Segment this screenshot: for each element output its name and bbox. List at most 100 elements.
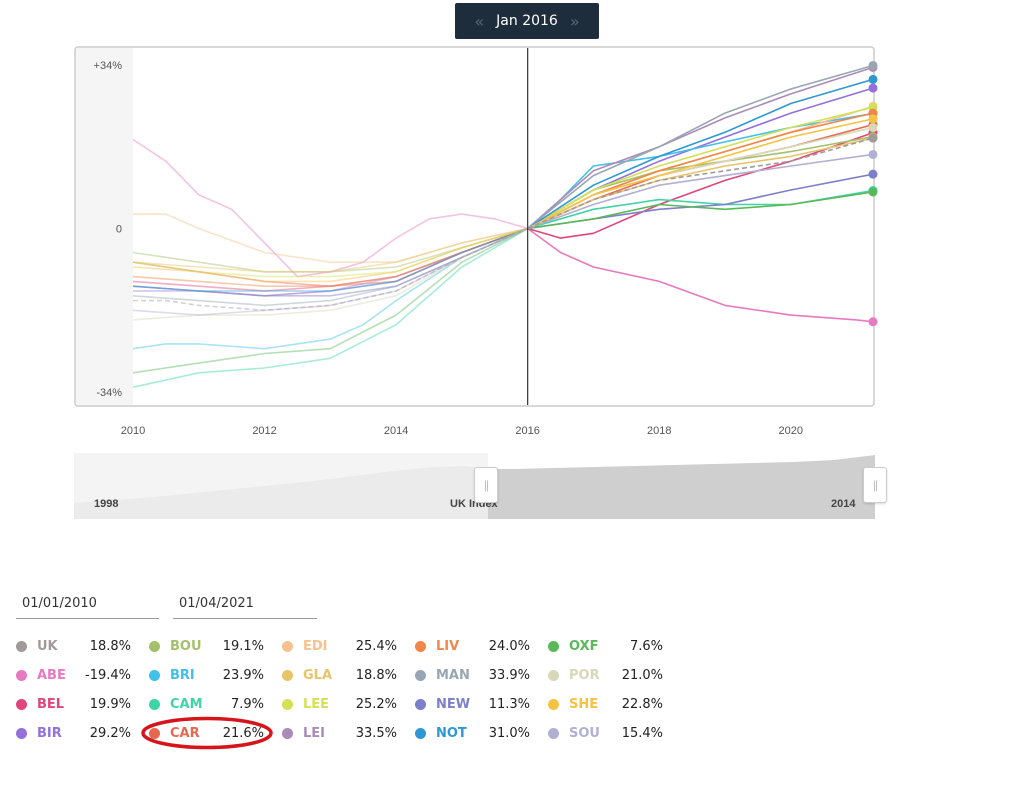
legend-color-dot <box>282 669 293 681</box>
x-tick-label: 2014 <box>384 425 408 437</box>
to-date-input[interactable] <box>173 589 317 619</box>
series-end-marker-oxf <box>868 187 878 197</box>
navigator-right-handle[interactable]: || <box>863 467 887 503</box>
series-end-marker-she <box>868 114 878 124</box>
legend-change-value: 19.1% <box>222 638 264 654</box>
navigator-left-handle[interactable]: || <box>474 467 498 503</box>
series-line-she-after[interactable] <box>527 118 874 230</box>
series-line-lee-after[interactable] <box>527 106 874 230</box>
legend-color-dot <box>415 698 426 710</box>
series-line-bri-before[interactable] <box>132 227 529 350</box>
range-navigator[interactable]: 1998 UK Index 2014 || || <box>74 453 887 519</box>
legend-item-car[interactable]: CAR 21.6% <box>149 723 264 743</box>
legend-color-dot <box>548 698 559 710</box>
legend-code: UK <box>37 638 58 654</box>
legend-item-lee[interactable]: LEE 25.2% <box>282 694 397 714</box>
legend-change-value: 7.6% <box>629 638 663 654</box>
highlight-annotation-ellipse <box>141 716 273 750</box>
legend-color-dot <box>149 698 160 710</box>
legend-item-gla[interactable]: GLA 18.8% <box>282 665 397 685</box>
legend-change-value: 7.9% <box>230 696 264 712</box>
legend-code: GLA <box>303 667 333 683</box>
series-line-liv-before[interactable] <box>132 227 528 287</box>
from-date-input[interactable] <box>16 589 159 619</box>
legend-color-dot <box>282 698 293 710</box>
y-axis-band <box>76 48 133 405</box>
navigator-area-chart <box>74 453 875 519</box>
series-end-marker-abe <box>868 317 878 327</box>
legend-color-dot <box>282 640 293 652</box>
legend-item-bou[interactable]: BOU 19.1% <box>149 636 264 656</box>
legend-code: ABE <box>37 667 66 683</box>
y-tick-label: +34% <box>94 60 123 72</box>
series-line-bou-before[interactable] <box>132 227 528 273</box>
legend-item-lei[interactable]: LEI 33.5% <box>282 723 397 743</box>
legend-item-liv[interactable]: LIV 24.0% <box>415 636 530 656</box>
legend-item-bir[interactable]: BIR 29.2% <box>16 723 131 743</box>
legend-change-value: 24.0% <box>488 638 530 654</box>
series-line-por-before[interactable] <box>132 227 529 321</box>
legend-item-uk[interactable]: UK 18.8% <box>16 636 131 656</box>
legend-change-value: 19.9% <box>89 696 131 712</box>
series-line-lee-before[interactable] <box>132 227 528 278</box>
legend-color-dot <box>16 698 27 710</box>
series-end-marker-por <box>868 123 878 133</box>
legend-item-sou[interactable]: SOU 15.4% <box>548 723 663 743</box>
legend-item-cam[interactable]: CAM 7.9% <box>149 694 264 714</box>
legend-code: POR <box>569 667 600 683</box>
series-line-sou-after[interactable] <box>527 153 874 230</box>
legend-item-bel[interactable]: BEL 19.9% <box>16 694 131 714</box>
legend-item-edi[interactable]: EDI 25.4% <box>282 636 397 656</box>
prev-date-button[interactable]: « <box>474 11 485 31</box>
series-end-marker-new <box>868 169 878 179</box>
series-line-lei-after[interactable] <box>527 66 874 230</box>
legend-code: NEW <box>436 696 471 712</box>
legend-item-not[interactable]: NOT 31.0% <box>415 723 530 743</box>
series-line-car-before[interactable] <box>132 227 528 287</box>
legend-code: BOU <box>170 638 202 654</box>
series-end-marker-man <box>868 60 878 70</box>
series-line-cam-before[interactable] <box>132 227 529 388</box>
legend-item-man[interactable]: MAN 33.9% <box>415 665 530 685</box>
series-line-man-before[interactable] <box>132 227 529 307</box>
legend-change-value: 18.8% <box>355 667 397 683</box>
legend-item-new[interactable]: NEW 11.3% <box>415 694 530 714</box>
series-line-gla-before[interactable] <box>132 227 528 273</box>
series-end-marker-sou <box>868 149 878 159</box>
legend-change-value: 23.9% <box>222 667 264 683</box>
series-line-edi-before[interactable] <box>133 213 528 263</box>
legend-item-she[interactable]: SHE 22.8% <box>548 694 663 714</box>
series-line-not-before[interactable] <box>132 227 528 292</box>
series-line-uk-after[interactable] <box>527 137 874 230</box>
legend-change-value: 33.5% <box>355 725 397 741</box>
legend-color-dot <box>548 727 559 739</box>
legend-code: BIR <box>37 725 62 741</box>
series-line-new-before[interactable] <box>132 227 529 297</box>
x-tick-label: 2018 <box>647 425 671 437</box>
legend-color-dot <box>415 727 426 739</box>
series-line-man-after[interactable] <box>527 64 874 230</box>
legend-change-value: 18.8% <box>89 638 131 654</box>
series-line-sou-before[interactable] <box>132 227 529 316</box>
legend-item-oxf[interactable]: OXF 7.6% <box>548 636 663 656</box>
legend-item-bri[interactable]: BRI 23.9% <box>149 665 264 685</box>
series-line-lei-before[interactable] <box>132 227 528 297</box>
series-line-bel-before[interactable] <box>132 227 528 292</box>
series-line-bir-before[interactable] <box>133 227 528 297</box>
series-line-she-before[interactable] <box>132 227 528 283</box>
next-date-button[interactable]: » <box>569 11 580 31</box>
series-line-not-after[interactable] <box>527 78 874 230</box>
legend-color-dot <box>16 727 27 739</box>
y-tick-label: 0 <box>116 224 122 236</box>
legend-item-por[interactable]: POR 21.0% <box>548 665 663 685</box>
legend-item-abe[interactable]: ABE -19.4% <box>16 665 131 685</box>
series-line-oxf-before[interactable] <box>132 227 529 374</box>
legend-code: SHE <box>569 696 599 712</box>
series-line-oxf-after[interactable] <box>527 191 874 230</box>
series-line-abe-after[interactable] <box>527 227 874 323</box>
series-line-abe-before[interactable] <box>132 138 528 278</box>
legend-change-value: 21.0% <box>621 667 663 683</box>
series-end-marker-uk <box>868 133 878 143</box>
legend-code: SOU <box>569 725 600 741</box>
legend-change-value: 29.2% <box>89 725 131 741</box>
